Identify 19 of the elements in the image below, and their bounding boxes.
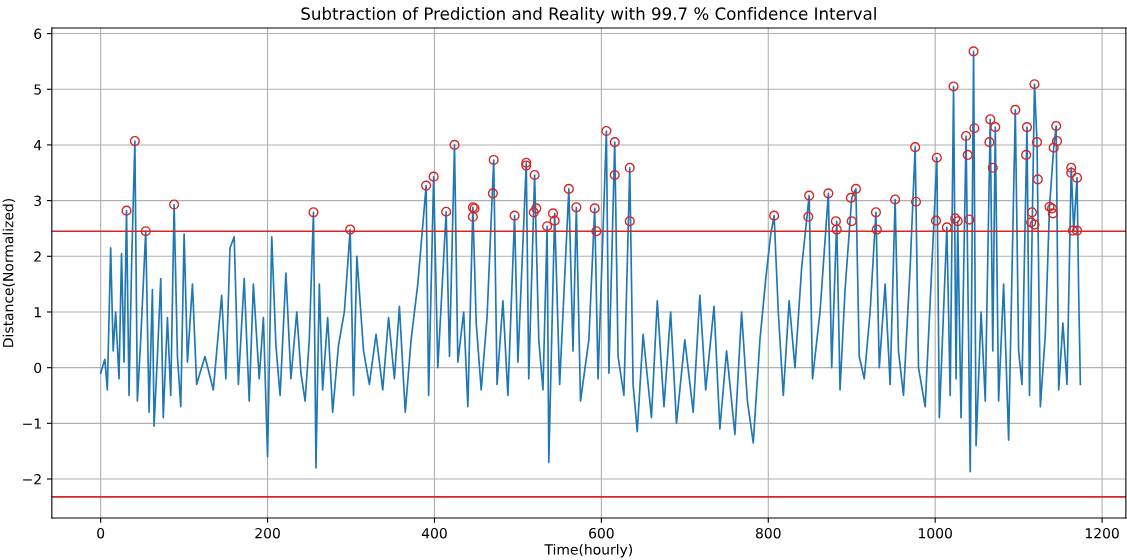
- x-axis-title: Time(hourly): [544, 543, 633, 558]
- y-axis-title: Distance(Normalized): [2, 199, 16, 347]
- x-tick-label: 1200: [1085, 527, 1119, 539]
- y-tick-label: 3: [34, 195, 42, 207]
- y-tick-label: 6: [34, 28, 42, 40]
- y-tick-label: 2: [34, 251, 41, 262]
- x-tick-label: 200: [255, 527, 280, 539]
- chart-title: Subtraction of Prediction and Reality with 99.7 % Confidence Interval: [301, 7, 876, 24]
- y-tick-label: 4: [33, 140, 42, 151]
- y-tick-label: 1: [34, 307, 41, 318]
- x-tick-label: 1000: [919, 527, 952, 539]
- x-tick-label: 0: [97, 527, 105, 539]
- y-tick-label: −2: [23, 473, 41, 485]
- x-tick-label: 400: [421, 527, 447, 539]
- y-tick-label: 0: [34, 362, 42, 374]
- x-tick-label: 600: [589, 527, 614, 539]
- x-tick-label: 800: [755, 527, 781, 539]
- y-tick-label: −1: [23, 418, 41, 429]
- y-tick-label: 5: [34, 84, 41, 95]
